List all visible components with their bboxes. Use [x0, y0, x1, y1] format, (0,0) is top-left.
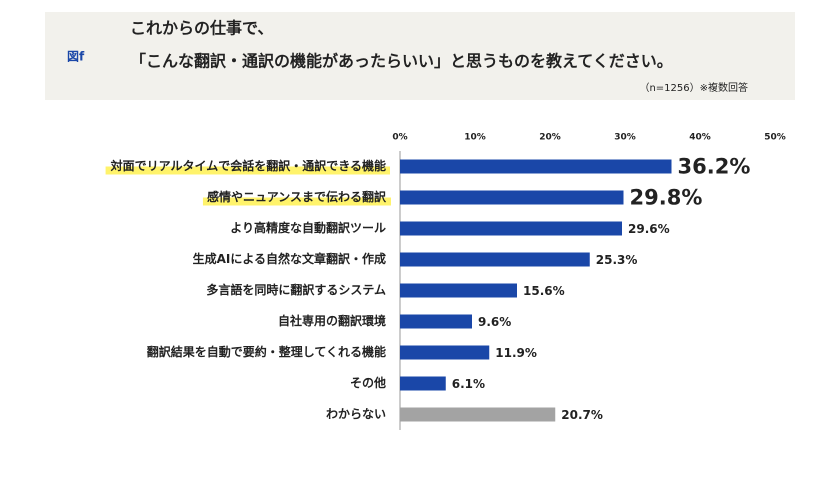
category-label: より高精度な自動翻訳ツール — [230, 220, 386, 235]
value-label: 36.2% — [678, 155, 751, 179]
value-label: 29.8% — [630, 186, 703, 210]
value-label: 29.6% — [628, 222, 670, 236]
note: （n=1256）※複数回答 — [639, 81, 748, 94]
bar — [400, 314, 472, 329]
category-label: 自社専用の翻訳環境 — [278, 313, 386, 328]
category-label: 感情やニュアンスまで伝わる翻訳 — [207, 189, 387, 204]
x-tick-label: 20% — [539, 133, 561, 143]
bar — [400, 376, 446, 391]
category-label: 対面でリアルタイムで会話を翻訳・通訳できる機能 — [110, 158, 386, 173]
figure-label: 図f — [67, 50, 85, 64]
title-line: 「こんな翻訳・通訳の機能があったらいい」と思うものを教えてください。 — [130, 52, 673, 71]
highlight — [105, 166, 390, 175]
value-label: 25.3% — [596, 253, 638, 267]
bar — [400, 221, 622, 236]
title-line: これからの仕事で、 — [130, 19, 273, 38]
bar — [400, 345, 490, 360]
value-label: 6.1% — [452, 377, 485, 391]
value-label: 9.6% — [478, 315, 511, 329]
bar — [400, 159, 672, 174]
x-tick-label: 50% — [764, 133, 786, 143]
bar — [400, 252, 590, 267]
value-label: 15.6% — [523, 284, 565, 298]
bar — [400, 283, 517, 298]
bar — [400, 190, 624, 205]
value-label: 20.7% — [561, 408, 603, 422]
header-box — [45, 12, 795, 100]
x-tick-label: 30% — [614, 133, 636, 143]
value-label: 11.9% — [495, 346, 537, 360]
x-tick-label: 0% — [392, 133, 407, 143]
x-tick-label: 40% — [689, 133, 711, 143]
category-label: 生成AIによる自然な文章翻訳・作成 — [193, 251, 386, 266]
category-label: 翻訳結果を自動で要約・整理してくれる機能 — [147, 344, 386, 359]
category-label: その他 — [350, 375, 386, 390]
category-label: 多言語を同時に翻訳するシステム — [206, 282, 386, 297]
highlight — [202, 197, 391, 206]
bar — [400, 407, 556, 422]
x-tick-label: 10% — [464, 133, 486, 143]
category-label: わからない — [326, 407, 386, 421]
